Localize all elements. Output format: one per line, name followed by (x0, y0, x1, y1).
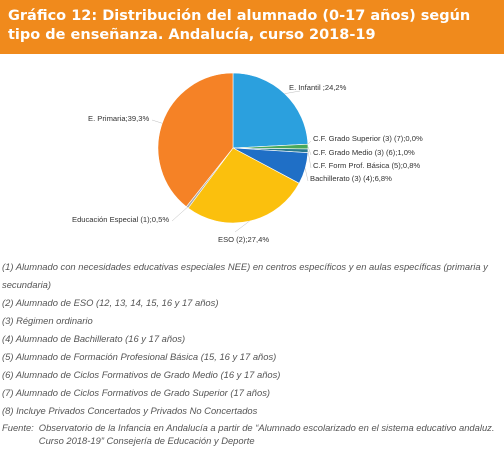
source-note: Fuente: Observatorio de la Infancia en A… (2, 422, 502, 447)
slice-labels: E. Infantil ;24,2% C.F. Grado Superior (3… (72, 83, 423, 244)
footnote-3: (3) Régimen ordinario (2, 315, 93, 326)
footnote-4: (4) Alumnado de Bachillerato (16 y 17 añ… (2, 333, 186, 344)
footnote-2: (2) Alumnado de ESO (12, 13, 14, 15, 16 … (2, 297, 219, 308)
label-leader-lines (151, 90, 312, 233)
slice-e-primaria-label: E. Primaria;39,3% (88, 114, 149, 123)
slice-educaci-n-especial-1-label: Educación Especial (1);0,5% (72, 215, 169, 224)
footnote-8: (8) Incluye Privados Concertados y Priva… (2, 405, 258, 416)
slice-eso-2-label: ESO (2);27,4% (218, 235, 269, 244)
source-label: Fuente: (2, 422, 34, 433)
slice-e-primaria-leader (151, 119, 163, 124)
footnotes: (1) Alumnado con necesidades educativas … (2, 258, 502, 447)
slice-eso-2 (187, 147, 300, 224)
pie-chart: E. Infantil ;24,2% C.F. Grado Superior (3… (72, 72, 423, 244)
slice-c-f-form-prof-b-sica-5-label: C.F. Form Prof. Básica (5);0,8% (313, 161, 420, 170)
slice-c-f-form-prof-b-sica-5-leader (307, 150, 312, 169)
slice-bachillerato-3-4-leader (304, 168, 309, 182)
footnote-6: (6) Alumnado de Ciclos Formativos de Gra… (2, 369, 281, 380)
slice-e-infantil-leader (284, 90, 301, 94)
chart-title: Gráfico 12: Distribución del alumnado (0… (8, 8, 471, 43)
slice-eso-2-leader (234, 220, 250, 233)
slice-c-f-grado-medio-3-6-label: C.F. Grado Medio (3) (6);1,0% (313, 148, 415, 157)
footnote-7: (7) Alumnado de Ciclos Formativos de Gra… (2, 387, 271, 398)
source-text: Observatorio de la Infancia en Andalucía… (38, 422, 495, 446)
footnote-5: (5) Alumnado de Formación Profesional Bá… (2, 351, 277, 362)
slice-c-f-grado-superior-3-7-leader (307, 140, 312, 145)
slice-bachillerato-3-4-label: Bachillerato (3) (4);6,8% (310, 174, 392, 183)
footnote-1: (1) Alumnado con necesidades educativas … (2, 261, 488, 290)
chart-header: Gráfico 12: Distribución del alumnado (0… (0, 0, 504, 54)
pie-slices (157, 72, 309, 224)
slice-educaci-n-especial-1-leader (171, 207, 188, 222)
slice-e-infantil-label: E. Infantil ;24,2% (289, 83, 347, 92)
slice-c-f-grado-medio-3-6-leader (307, 146, 312, 156)
slice-c-f-grado-superior-3-7-label: C.F. Grado Superior (3) (7);0,0% (313, 134, 423, 143)
